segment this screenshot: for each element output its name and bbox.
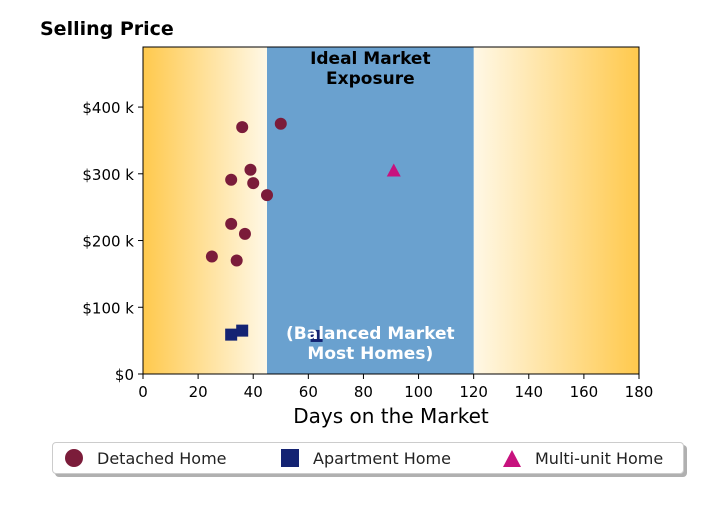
x-tick-label: 60: [299, 383, 318, 401]
band-title-line: Ideal Market: [310, 49, 431, 69]
detached-home-point: [225, 217, 238, 230]
y-tick-label: $300 k: [82, 166, 134, 184]
band-note-line: (Balanced Market: [286, 324, 455, 344]
detached-home-point: [238, 227, 251, 240]
detached-home-point: [205, 250, 218, 263]
x-axis-label: Days on the Market: [293, 404, 489, 428]
y-tick-label: $0: [115, 366, 134, 384]
x-tick-label: 100: [404, 383, 433, 401]
apartment-home-point: [236, 324, 249, 337]
chart-title: Selling Price: [40, 18, 174, 40]
background-right-gradient: [473, 47, 639, 374]
circle-marker-icon: [65, 449, 83, 467]
apartment-home-point: [225, 328, 238, 341]
legend-item-apartment: Apartment Home: [281, 443, 451, 473]
legend-label: Apartment Home: [313, 448, 451, 468]
y-tick-label: $100 k: [82, 299, 134, 317]
detached-home-point: [274, 117, 287, 130]
legend-item-multi-unit: Multi-unit Home: [503, 443, 663, 473]
detached-home-point: [236, 121, 249, 134]
legend-label: Multi-unit Home: [535, 448, 664, 468]
x-tick-label: 0: [138, 383, 148, 401]
background-left-gradient: [143, 47, 267, 374]
y-tick-label: $200 k: [82, 233, 134, 251]
band-title-line: Exposure: [326, 69, 415, 89]
legend-item-detached: Detached Home: [65, 443, 227, 473]
triangle-marker-icon: [503, 449, 521, 467]
x-tick-label: 160: [570, 383, 599, 401]
x-tick-label: 80: [354, 383, 373, 401]
square-marker-icon: [281, 449, 299, 467]
legend: Detached Home Apartment Home Multi-unit …: [52, 442, 684, 474]
detached-home-point: [225, 173, 238, 186]
detached-home-point: [244, 163, 257, 176]
detached-home-point: [230, 254, 243, 267]
multi-unit-home-point: [386, 163, 401, 177]
x-tick-label: 140: [514, 383, 543, 401]
x-tick-label: 40: [244, 383, 263, 401]
x-tick-label: 180: [625, 383, 654, 401]
detached-home-point: [261, 189, 273, 202]
legend-label: Detached Home: [97, 448, 227, 468]
band-note-line: Most Homes): [307, 344, 433, 364]
plot-frame: [142, 46, 640, 375]
x-tick-label: 120: [459, 383, 488, 401]
ideal-exposure-band: [267, 47, 474, 374]
y-tick-label: $400 k: [82, 99, 134, 117]
apartment-home-point: [310, 329, 323, 342]
detached-home-point: [247, 177, 260, 190]
x-tick-label: 20: [189, 383, 208, 401]
